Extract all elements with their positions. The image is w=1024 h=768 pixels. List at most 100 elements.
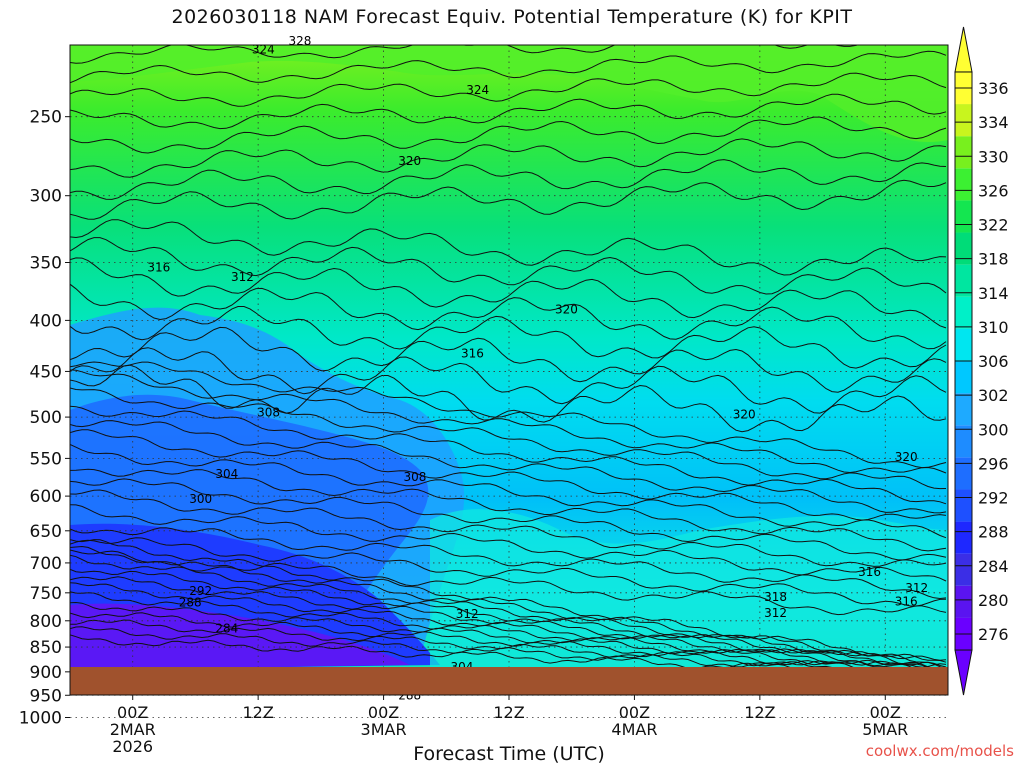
contour-label: 316 <box>895 594 918 608</box>
y-tick-label: 500 <box>30 408 62 428</box>
colorbar-swatch <box>955 361 972 394</box>
colorbar-label: 280 <box>978 591 1009 610</box>
x-tick-label: 00Z <box>619 703 650 722</box>
x-tick-label: 5MAR <box>862 720 908 739</box>
x-tick-label: 00Z <box>368 703 399 722</box>
contour-label: 308 <box>257 406 280 420</box>
colorbar-swatch <box>955 521 972 554</box>
colorbar-label: 310 <box>978 318 1009 337</box>
y-tick-label: 800 <box>30 612 62 632</box>
contour-line <box>70 361 947 469</box>
contour-line <box>70 554 947 670</box>
x-tick-label: 00Z <box>117 703 148 722</box>
contour-label: 328 <box>288 34 311 48</box>
contour-line <box>70 576 947 668</box>
colorbar-swatch <box>955 489 972 522</box>
contour-line <box>70 504 947 582</box>
colorbar-swatch <box>955 104 972 137</box>
y-tick-label: 400 <box>30 311 62 331</box>
contour-line <box>70 612 947 675</box>
contour-label: 284 <box>215 621 238 635</box>
y-axis: 250 300 350 400 450 500 550 600 650 700 750 800 850 9… <box>19 108 70 729</box>
colorbar-label: 314 <box>978 284 1009 303</box>
contour-line <box>70 326 947 393</box>
contour-line <box>70 626 947 675</box>
colorbar-top-arrow <box>954 26 973 73</box>
contour-line <box>70 468 947 552</box>
colorbar-swatch <box>955 264 972 297</box>
colorbar-swatch <box>955 168 972 201</box>
x-tick-label: 00Z <box>870 703 901 722</box>
contour-line <box>70 405 947 505</box>
y-tick-label: 900 <box>30 663 62 683</box>
contour-label: 320 <box>555 302 578 316</box>
upper-green-band <box>70 45 948 142</box>
contour-line <box>70 443 947 539</box>
x-tick-label: 2MAR <box>110 720 156 739</box>
colorbar-swatch <box>955 553 972 586</box>
contour-line <box>70 364 947 433</box>
colorbar-bottom-arrow <box>954 649 973 696</box>
colorbar-label: 292 <box>978 489 1009 508</box>
contour-line <box>70 478 947 561</box>
contour-line <box>70 601 947 674</box>
contour-line <box>70 93 947 130</box>
contour-line <box>70 283 947 350</box>
credit-link[interactable]: coolwx.com/models <box>865 742 1014 760</box>
x-tick-label: 4MAR <box>611 720 657 739</box>
colorbar-label: 276 <box>978 625 1009 644</box>
contour-label: 316 <box>858 565 881 579</box>
contour-line <box>70 429 947 521</box>
y-tick-label: 450 <box>30 362 62 382</box>
contour-label: 312 <box>764 606 787 620</box>
colorbar-swatch <box>955 393 972 426</box>
contour-line <box>70 347 947 414</box>
colorbar-label: 284 <box>978 557 1009 576</box>
colorbar-label: 288 <box>978 523 1009 542</box>
contour-label: 288 <box>179 596 202 610</box>
colorbar-label: 302 <box>978 386 1009 405</box>
colorbar-swatch <box>955 457 972 490</box>
colorbar-label: 330 <box>978 147 1009 166</box>
x-tick-label: 12Z <box>493 703 524 722</box>
y-tick-label: 350 <box>30 254 62 274</box>
colorbar-label: 296 <box>978 454 1009 473</box>
contour-label: 316 <box>461 347 484 361</box>
contour-line <box>70 116 947 154</box>
contour-label: 320 <box>895 450 918 464</box>
contour-label: 324 <box>252 42 275 56</box>
contour-line <box>70 306 947 369</box>
contour-layer <box>70 45 947 678</box>
contour-line <box>70 237 947 295</box>
colorbar-swatch <box>955 585 972 618</box>
contour-line <box>70 138 947 178</box>
contour-label: 324 <box>466 83 489 97</box>
contour-line <box>70 545 947 663</box>
y-tick-label: 300 <box>30 187 62 207</box>
contour-label: 312 <box>456 607 479 621</box>
y-tick-label: 650 <box>30 522 62 542</box>
colorbar-swatch <box>955 328 972 361</box>
y-tick-label: 600 <box>30 487 62 507</box>
contour-line <box>70 549 947 616</box>
contour-label: 292 <box>189 584 212 598</box>
colorbar-swatch <box>955 200 972 233</box>
contour-label: 312 <box>905 581 928 595</box>
y-tick-label: 1000 <box>19 709 62 729</box>
colorbar-label: 334 <box>978 113 1009 132</box>
contour-label: 300 <box>189 492 212 506</box>
contour-label: 308 <box>403 470 426 484</box>
contour-label: 320 <box>398 154 421 168</box>
colorbar-swatch <box>955 136 972 169</box>
contour-line <box>70 179 947 220</box>
colorbar-label: 322 <box>978 216 1009 235</box>
x-tick-label: 3MAR <box>361 720 407 739</box>
contour-line <box>70 582 947 668</box>
contour-line <box>70 369 947 474</box>
contour-label: 304 <box>215 467 238 481</box>
y-tick-label: 950 <box>30 686 62 706</box>
contour-line <box>70 539 947 661</box>
colorbar-label: 300 <box>978 420 1009 439</box>
colorbar-label: 336 <box>978 79 1009 98</box>
